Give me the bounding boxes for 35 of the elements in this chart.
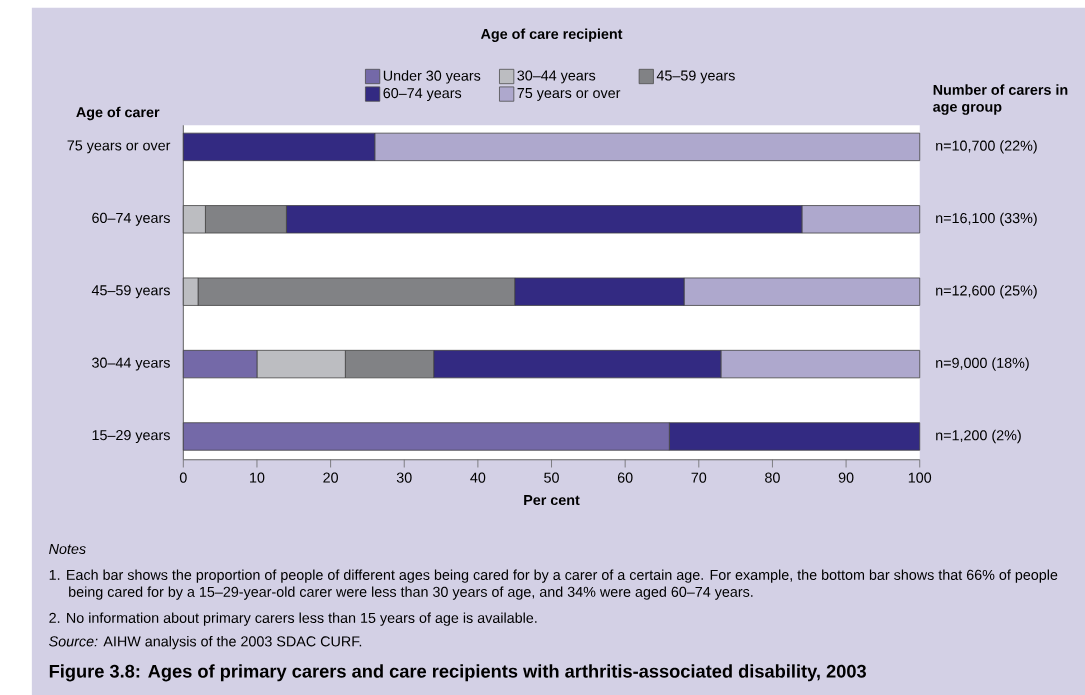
y-tick-label: 60–74 years (92, 212, 170, 226)
y-tick-label: 45–59 years (91, 285, 170, 299)
legend-title: Age of care recipient (480, 28, 623, 42)
x-tick-label: 10 (250, 472, 265, 483)
y-tick-label: 15–29 years (92, 429, 170, 443)
x-tick-label: 70 (691, 472, 707, 483)
text: 2. No information about primary carers less than 15 years of age is available. (49, 612, 537, 626)
legend-label: 30–44 years (517, 70, 596, 84)
x-tick-label: 80 (765, 472, 780, 483)
x-tick-label: 30 (396, 472, 412, 483)
legend-label: Under 30 years (383, 70, 481, 84)
text: Notes (49, 543, 86, 554)
legend-label: 75 years or over (517, 87, 621, 101)
text: Figure 3.8: Ages of primary carers and care recipients with arthritis-associated disability, 2003 (49, 664, 866, 682)
x-tick-label: 40 (470, 472, 486, 483)
x-tick-label: 20 (323, 472, 338, 483)
x-tick-label: 60 (617, 472, 633, 483)
legend-label: 45–59 years (656, 70, 735, 84)
y-axis-title: Age of carer (76, 106, 160, 121)
y-tick-label: 30–44 years (92, 357, 170, 371)
x-axis-title: Per cent (524, 494, 580, 505)
total-label: n=12,600 (25%) (936, 284, 1037, 299)
total-label: n=10,700 (22%) (936, 140, 1037, 154)
text: 1. Each bar shows the proportion of people of different ages being cared for by a carer of a certain age. For example, the bottom bar shows that 66% of people being cared for by a 15–29-year-old carer were less than 30 years of age, and 34% were aged 60–74 years. (49, 569, 1058, 600)
y-tick-label: 75 years or over (67, 140, 171, 154)
x-tick-label: 0 (179, 472, 187, 483)
legend-label: 60–74 years (383, 87, 462, 101)
text: Source: AIHW analysis of the 2003 SDAC CURF. (49, 635, 362, 650)
total-label: n=1,200 (2%) (936, 429, 1021, 444)
text: Number of carers in age group (933, 84, 1068, 115)
total-label: n=9,000 (18%) (936, 357, 1029, 371)
x-tick-label: 100 (908, 472, 932, 483)
x-tick-label: 90 (838, 472, 854, 483)
total-label: n=16,100 (33%) (936, 212, 1037, 226)
x-tick-label: 50 (544, 472, 559, 483)
